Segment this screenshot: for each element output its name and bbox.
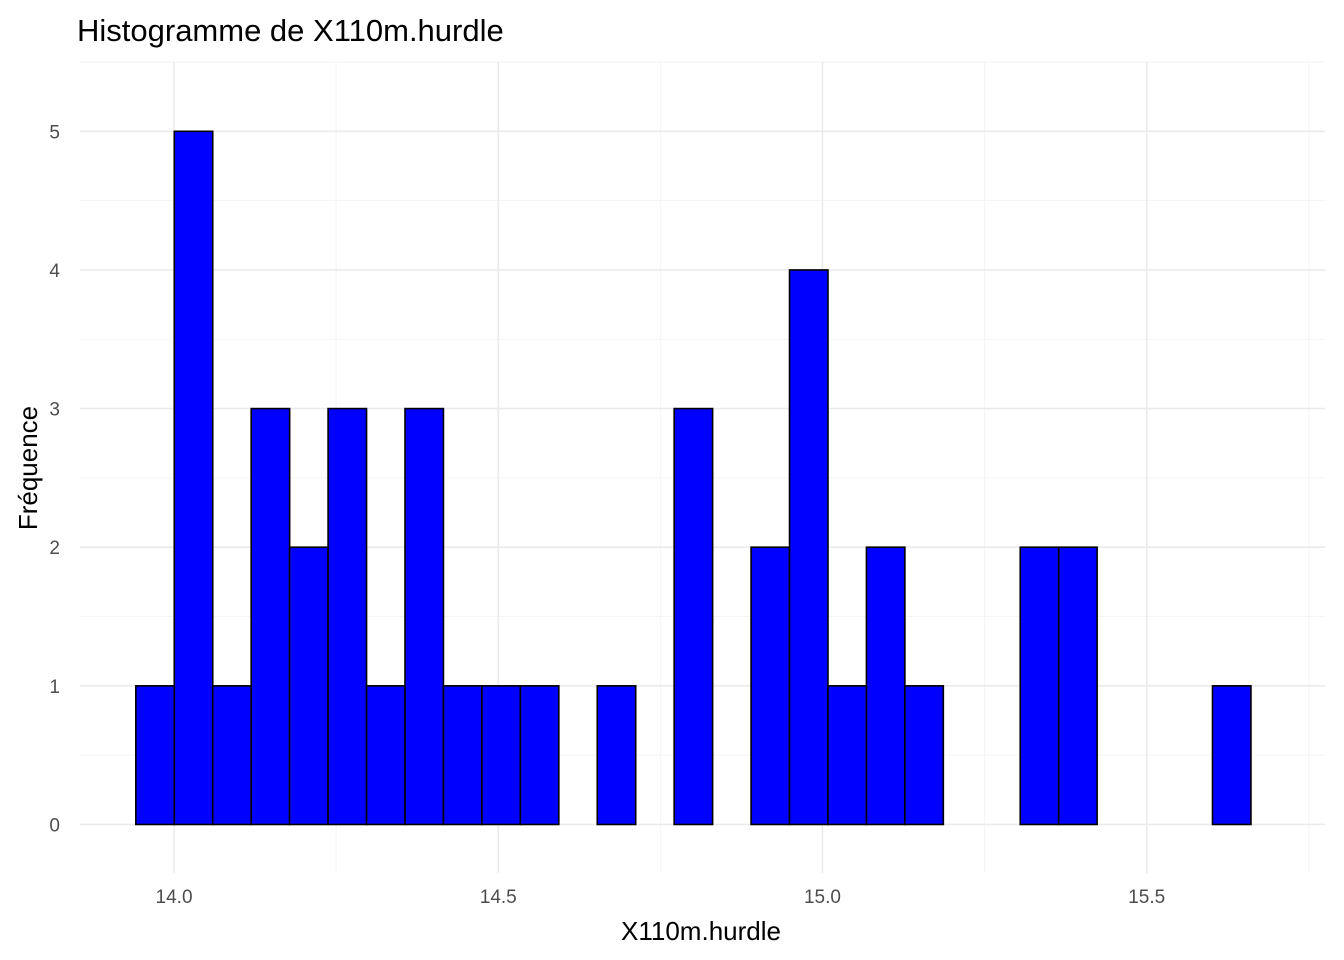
histogram-bar xyxy=(1019,546,1060,826)
histogram-bar xyxy=(365,685,406,826)
histogram-bar xyxy=(865,546,906,826)
y-tick-label: 4 xyxy=(49,261,60,282)
histogram-bar xyxy=(327,407,368,826)
histogram-bar xyxy=(519,685,560,826)
x-axis-title: X110m.hurdle xyxy=(621,916,781,946)
x-tick-label: 15.0 xyxy=(804,887,841,908)
y-tick-label: 1 xyxy=(49,677,60,698)
histogram-bar xyxy=(788,269,829,826)
histogram-bar xyxy=(288,546,329,826)
y-axis-title: Fréquence xyxy=(13,406,43,530)
y-tick-label: 5 xyxy=(49,122,60,143)
x-axis-ticks: 14.0 14.5 15.0 15.5 xyxy=(156,887,1166,908)
histogram-bars xyxy=(135,130,1252,826)
histogram-bar xyxy=(250,407,291,826)
histogram-bar xyxy=(211,685,252,826)
chart-title: Histogramme de X110m.hurdle xyxy=(77,13,504,48)
histogram-bar xyxy=(827,685,868,826)
histogram-bar xyxy=(1211,685,1252,826)
histogram-bar xyxy=(173,130,214,826)
y-tick-label: 0 xyxy=(49,815,60,836)
histogram-bar xyxy=(404,407,445,826)
x-tick-label: 15.5 xyxy=(1128,887,1165,908)
histogram-bar xyxy=(135,685,176,826)
histogram-bar xyxy=(673,407,714,826)
histogram-bar xyxy=(596,685,637,826)
histogram-bar xyxy=(904,685,945,826)
y-tick-label: 2 xyxy=(49,538,60,559)
histogram-bar xyxy=(442,685,483,826)
histogram-bar xyxy=(750,546,791,826)
y-tick-label: 3 xyxy=(49,400,60,421)
x-tick-label: 14.5 xyxy=(480,887,517,908)
histogram-bar xyxy=(481,685,522,826)
y-axis-ticks: 0 1 2 3 4 5 xyxy=(49,122,60,836)
histogram-bar xyxy=(1057,546,1098,826)
x-tick-label: 14.0 xyxy=(156,887,193,908)
